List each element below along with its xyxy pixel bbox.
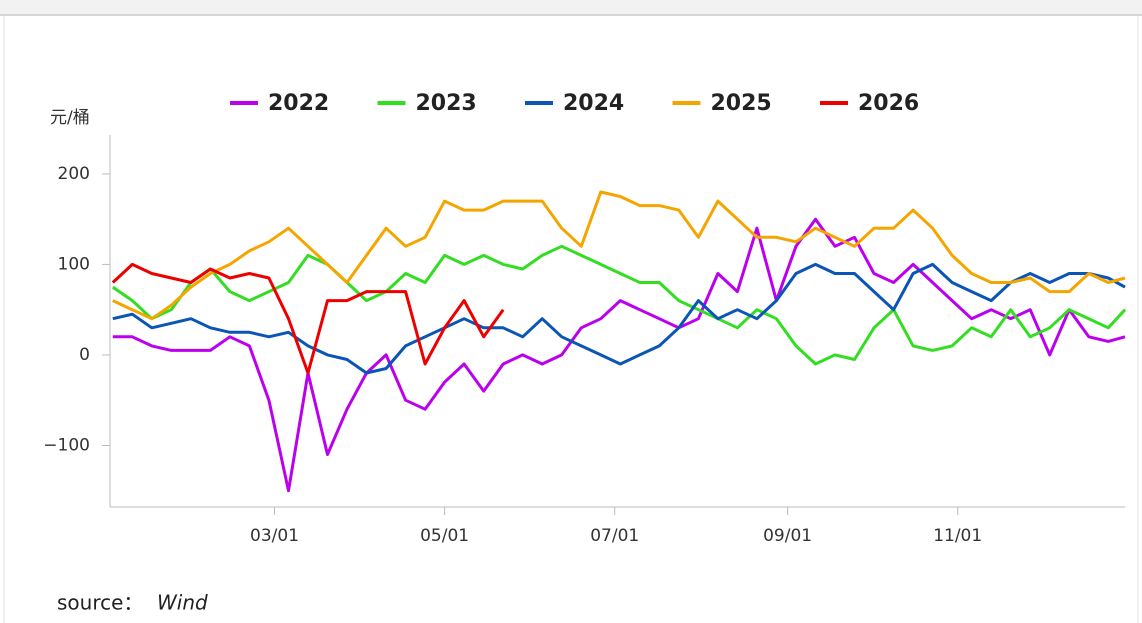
series-line — [112, 190, 1126, 321]
legend-label: 2024 — [563, 91, 624, 116]
top-bar — [0, 0, 1142, 15]
source: Wind — [157, 591, 208, 615]
x-tick-label: 09/01 — [763, 526, 812, 546]
series-line — [111, 244, 1127, 366]
x-tick-label: 11/01 — [933, 526, 982, 546]
legend-label: 2026 — [858, 91, 919, 116]
y-tick-label: 0 — [79, 345, 90, 365]
y-tick-label: −100 — [43, 435, 90, 455]
series-line — [111, 262, 505, 375]
y-tick-label: 100 — [58, 254, 90, 274]
series-line — [112, 217, 1126, 493]
y-unit: 元/桶 — [50, 108, 90, 128]
legend-label: 2022 — [268, 91, 329, 116]
y-tick-label: 200 — [58, 164, 90, 184]
x-tick-label: 03/01 — [250, 526, 299, 546]
source-label: source： — [57, 591, 143, 615]
legend-label: 2023 — [416, 91, 477, 116]
legend-label: 2025 — [711, 91, 772, 116]
series-line — [112, 262, 1126, 375]
x-tick-label: 05/01 — [420, 526, 469, 546]
x-tick-label: 07/01 — [590, 526, 639, 546]
